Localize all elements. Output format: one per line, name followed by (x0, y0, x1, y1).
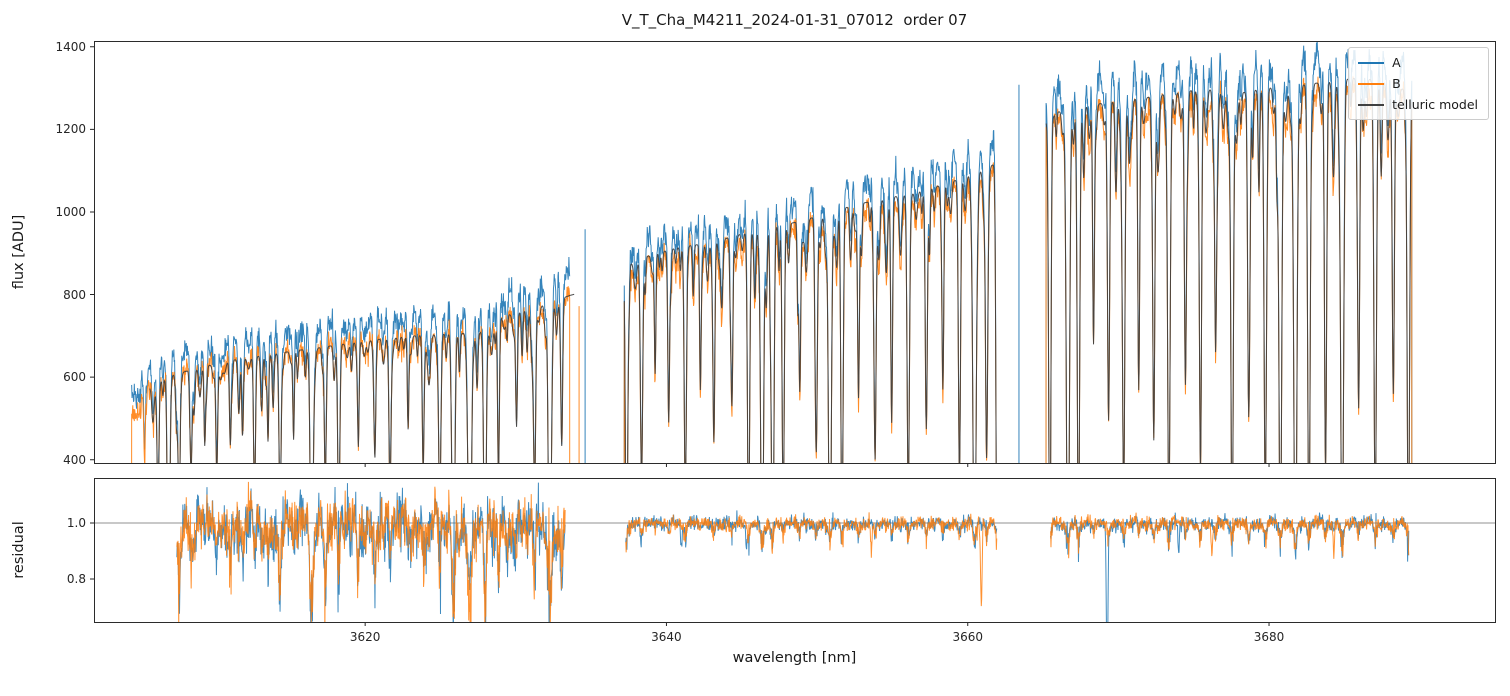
legend-entry-a: A (1358, 54, 1478, 71)
legend-line-a-icon (1358, 61, 1385, 64)
legend-line-telluric-model-icon (1358, 103, 1385, 106)
legend-label-a: A (1392, 55, 1401, 70)
legend: A B telluric model (1348, 47, 1489, 120)
legend-entry-telluric-model: telluric model (1358, 96, 1478, 113)
legend-label-telluric-model: telluric model (1392, 97, 1478, 112)
legend-entry-b: B (1358, 75, 1478, 92)
legend-label-b: B (1392, 76, 1401, 91)
legend-line-b-icon (1358, 82, 1385, 85)
